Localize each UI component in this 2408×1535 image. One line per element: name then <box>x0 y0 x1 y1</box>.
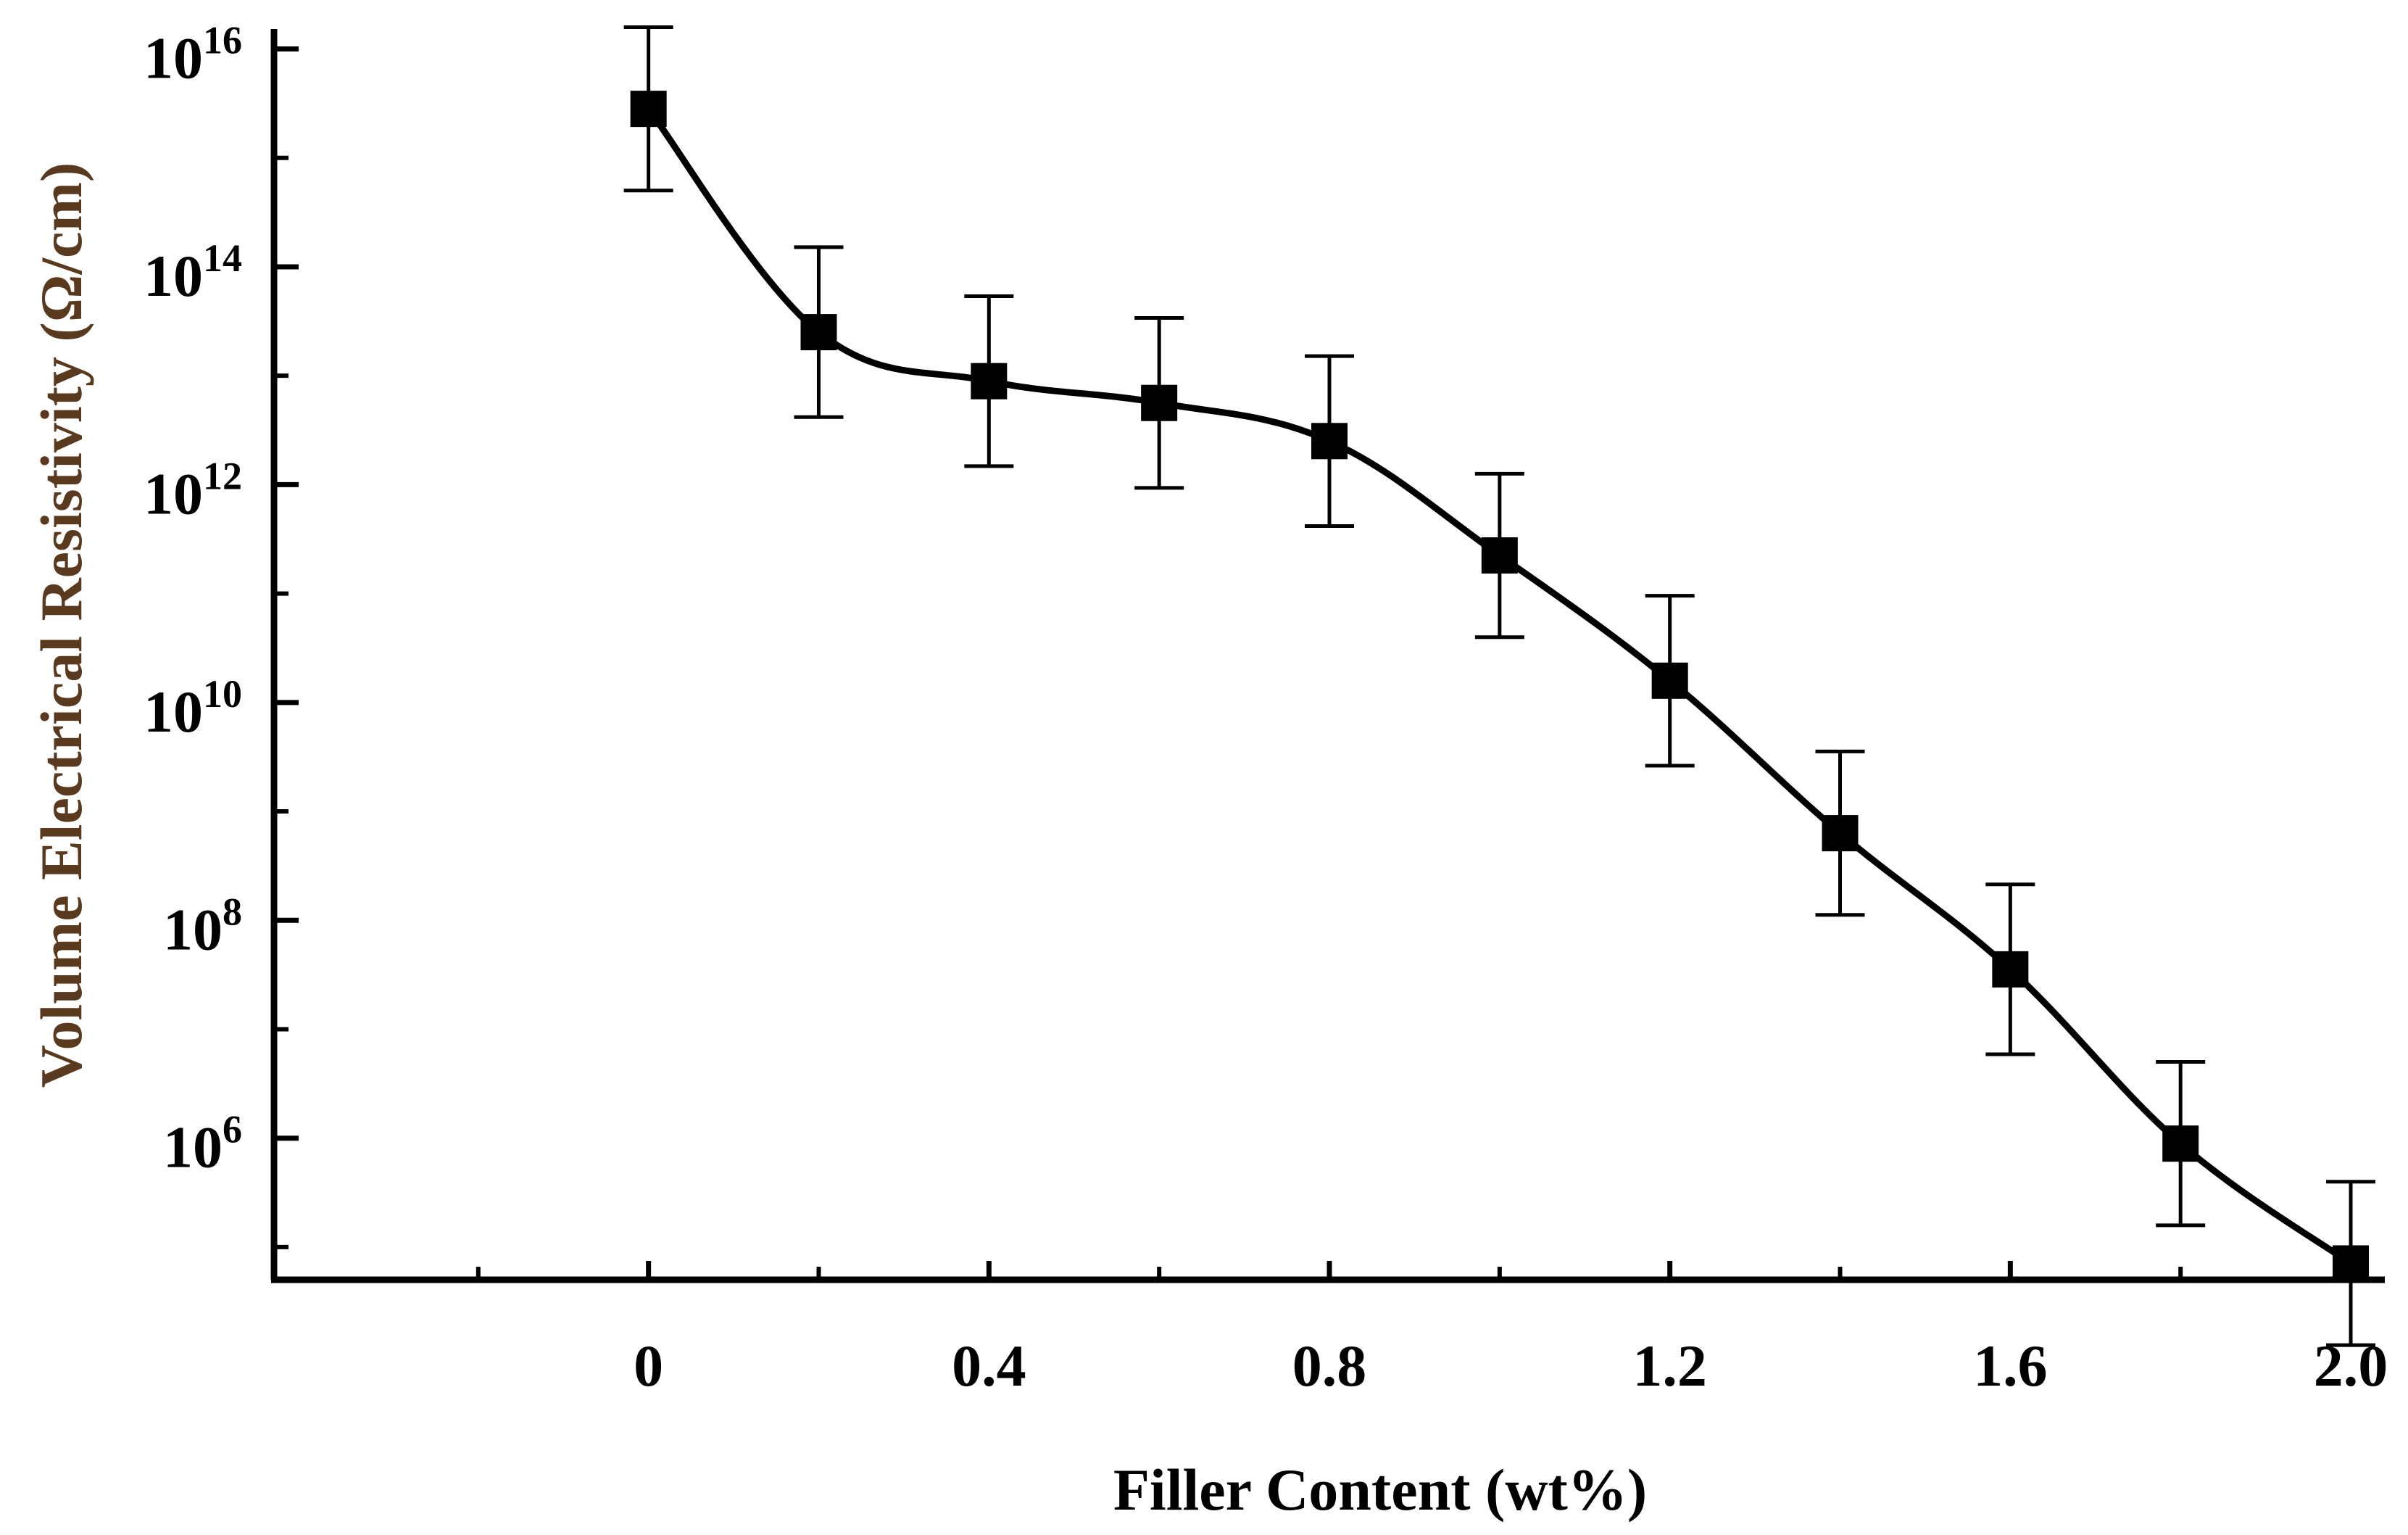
data-point-marker <box>1992 951 2029 988</box>
x-axis-title: Filler Content (wt%) <box>1113 1457 1647 1523</box>
y-axis-title: Volume Electrical Resistivity (Ω/cm) <box>28 162 94 1088</box>
y-tick-label: 1010 <box>144 672 242 745</box>
y-tick-label: 108 <box>163 890 242 962</box>
y-tick-base: 10 <box>144 25 203 91</box>
data-point-marker <box>1822 815 1859 852</box>
x-tick-label: 0.4 <box>952 1333 1026 1399</box>
x-tick-label: 0.8 <box>1292 1333 1367 1399</box>
data-point-marker <box>1141 384 1178 421</box>
data-series <box>623 25 2376 1347</box>
y-tick-exponent: 14 <box>203 236 242 280</box>
y-tick-exponent: 6 <box>223 1108 242 1151</box>
y-tick-label: 1014 <box>144 236 242 309</box>
data-point-marker <box>800 314 837 351</box>
data-point-marker <box>2333 1245 2370 1282</box>
data-point-marker <box>630 91 667 128</box>
y-tick-base: 10 <box>144 243 203 309</box>
y-tick-label: 106 <box>163 1108 242 1180</box>
y-tick-base: 10 <box>144 679 203 745</box>
data-point-marker <box>1651 662 1688 699</box>
data-point-marker <box>2162 1125 2199 1162</box>
data-point-marker <box>1481 537 1518 574</box>
y-tick-exponent: 8 <box>223 890 242 933</box>
y-tick-label: 1016 <box>144 19 242 91</box>
data-point-marker <box>1311 423 1348 460</box>
y-tick-base: 10 <box>163 896 223 962</box>
y-tick-base: 10 <box>163 1114 223 1180</box>
x-tick-label: 1.6 <box>1973 1333 2048 1399</box>
y-tick-exponent: 10 <box>203 672 242 716</box>
y-tick-exponent: 12 <box>203 454 242 497</box>
y-tick-base: 10 <box>144 460 203 526</box>
series-line <box>645 105 2354 1267</box>
data-point-marker <box>971 363 1008 400</box>
axes <box>270 29 2385 1283</box>
y-tick-exponent: 16 <box>203 19 242 62</box>
y-tick-label: 1012 <box>144 454 242 526</box>
axis-ticks <box>274 46 2354 1280</box>
x-tick-label: 0 <box>634 1333 663 1399</box>
x-tick-label: 1.2 <box>1632 1333 1707 1399</box>
